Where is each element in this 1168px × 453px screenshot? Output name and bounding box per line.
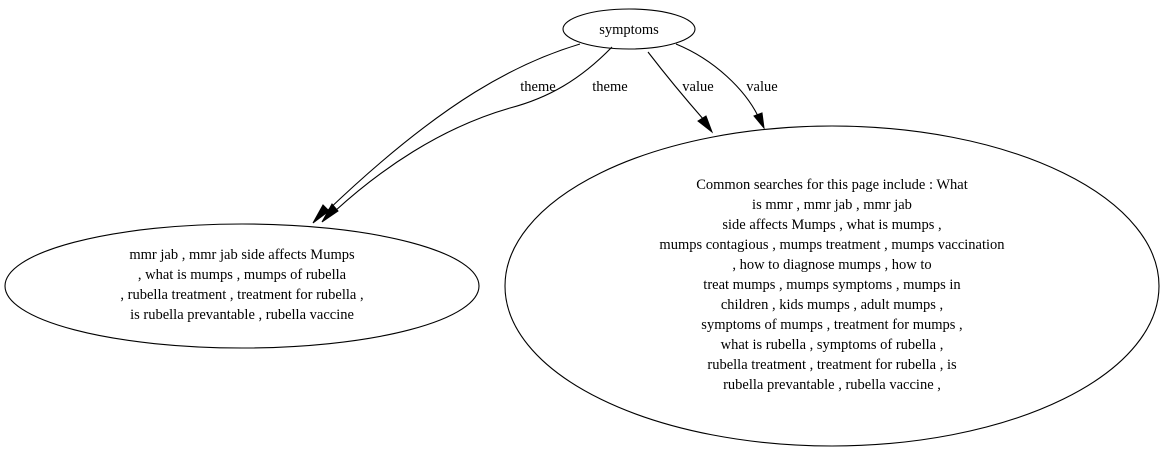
edge-value-1-label: value — [682, 79, 713, 95]
node-symptoms-label: symptoms — [599, 22, 659, 38]
node-value-target-ellipse — [504, 125, 1160, 447]
edge-value-2-arrowhead — [753, 112, 765, 130]
node-theme-target-line-2: , what is mumps , mumps of rubella — [138, 267, 347, 283]
node-value-target-line-6: treat mumps , mumps symptoms , mumps in — [703, 277, 961, 293]
node-value-target-line-4: mumps contagious , mumps treatment , mum… — [659, 237, 1005, 253]
node-value-target-line-1: Common searches for this page include : … — [696, 177, 968, 193]
node-value-target-line-5: , how to diagnose mumps , how to — [732, 257, 931, 273]
node-theme-target-line-1: mmr jab , mmr jab side affects Mumps — [129, 247, 355, 263]
edge-value-1-path — [647, 51, 705, 121]
node-theme-target: mmr jab , mmr jab side affects Mumps , w… — [4, 223, 480, 349]
node-theme-target-ellipse — [4, 223, 480, 349]
edge-value-2-label: value — [746, 79, 777, 95]
node-theme-target-line-3: , rubella treatment , treatment for rube… — [120, 287, 363, 303]
edge-theme-2-arrowhead — [321, 203, 339, 223]
edge-theme-2-path — [334, 46, 613, 212]
node-value-target-line-8: symptoms of mumps , treatment for mumps … — [701, 317, 962, 333]
edge-theme-2: theme — [321, 46, 628, 223]
edge-theme-1-arrowhead — [312, 204, 330, 224]
edge-value-1-arrowhead — [697, 115, 714, 134]
edge-theme-1: theme — [312, 43, 581, 224]
node-value-target-line-3: side affects Mumps , what is mumps , — [722, 217, 941, 233]
node-value-target-line-10: rubella treatment , treatment for rubell… — [707, 357, 957, 373]
edge-theme-1-label: theme — [520, 79, 555, 95]
node-theme-target-line-4: is rubella prevantable , rubella vaccine — [130, 307, 354, 323]
node-value-target-line-9: what is rubella , symptoms of rubella , — [721, 337, 944, 353]
edge-value-1: value — [647, 51, 714, 134]
node-value-target-line-2: is mmr , mmr jab , mmr jab — [752, 197, 912, 213]
edge-value-2-path — [675, 43, 759, 117]
node-symptoms-ellipse — [562, 8, 696, 50]
node-value-target-line-11: rubella prevantable , rubella vaccine , — [723, 377, 941, 393]
node-symptoms: symptoms — [562, 8, 696, 50]
edge-theme-1-path — [324, 43, 581, 214]
node-value-target-line-7: children , kids mumps , adult mumps , — [721, 297, 943, 313]
edge-theme-2-label: theme — [592, 79, 627, 95]
edge-value-2: value — [675, 43, 778, 130]
node-value-target: Common searches for this page include : … — [504, 125, 1160, 447]
